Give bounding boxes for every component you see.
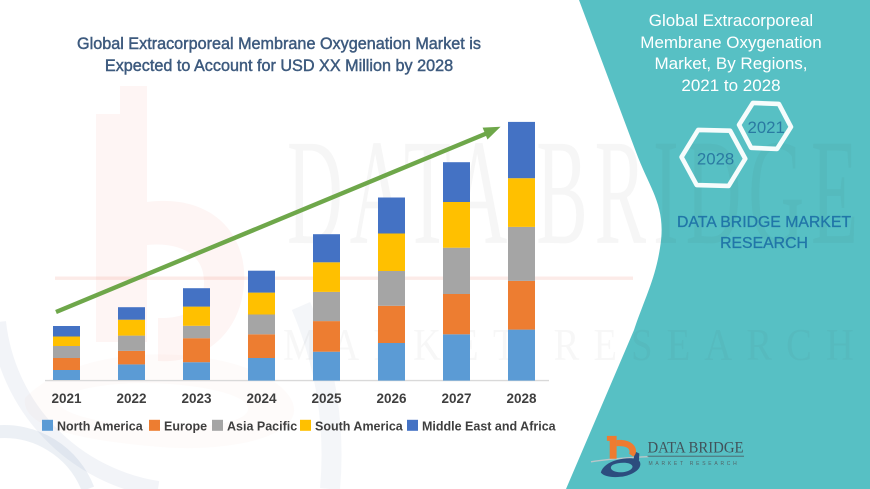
svg-text:Middle East and Africa: Middle East and Africa — [422, 419, 557, 433]
svg-text:2024: 2024 — [246, 391, 277, 406]
svg-text:2026: 2026 — [376, 391, 407, 406]
svg-text:Asia Pacific: Asia Pacific — [227, 419, 297, 433]
svg-text:South America: South America — [315, 419, 404, 433]
svg-text:2023: 2023 — [181, 391, 212, 406]
svg-text:2021: 2021 — [748, 118, 785, 137]
svg-text:MARKET RESEARCH: MARKET RESEARCH — [649, 461, 740, 467]
svg-text:2028: 2028 — [506, 391, 537, 406]
svg-text:Europe: Europe — [164, 419, 207, 433]
svg-text:North America: North America — [57, 419, 144, 433]
svg-text:2027: 2027 — [441, 391, 471, 406]
svg-text:2025: 2025 — [311, 391, 342, 406]
svg-text:2028: 2028 — [697, 149, 734, 168]
svg-text:2021: 2021 — [51, 391, 82, 406]
svg-text:2022: 2022 — [116, 391, 146, 406]
svg-text:DATA BRIDGE: DATA BRIDGE — [648, 440, 744, 457]
